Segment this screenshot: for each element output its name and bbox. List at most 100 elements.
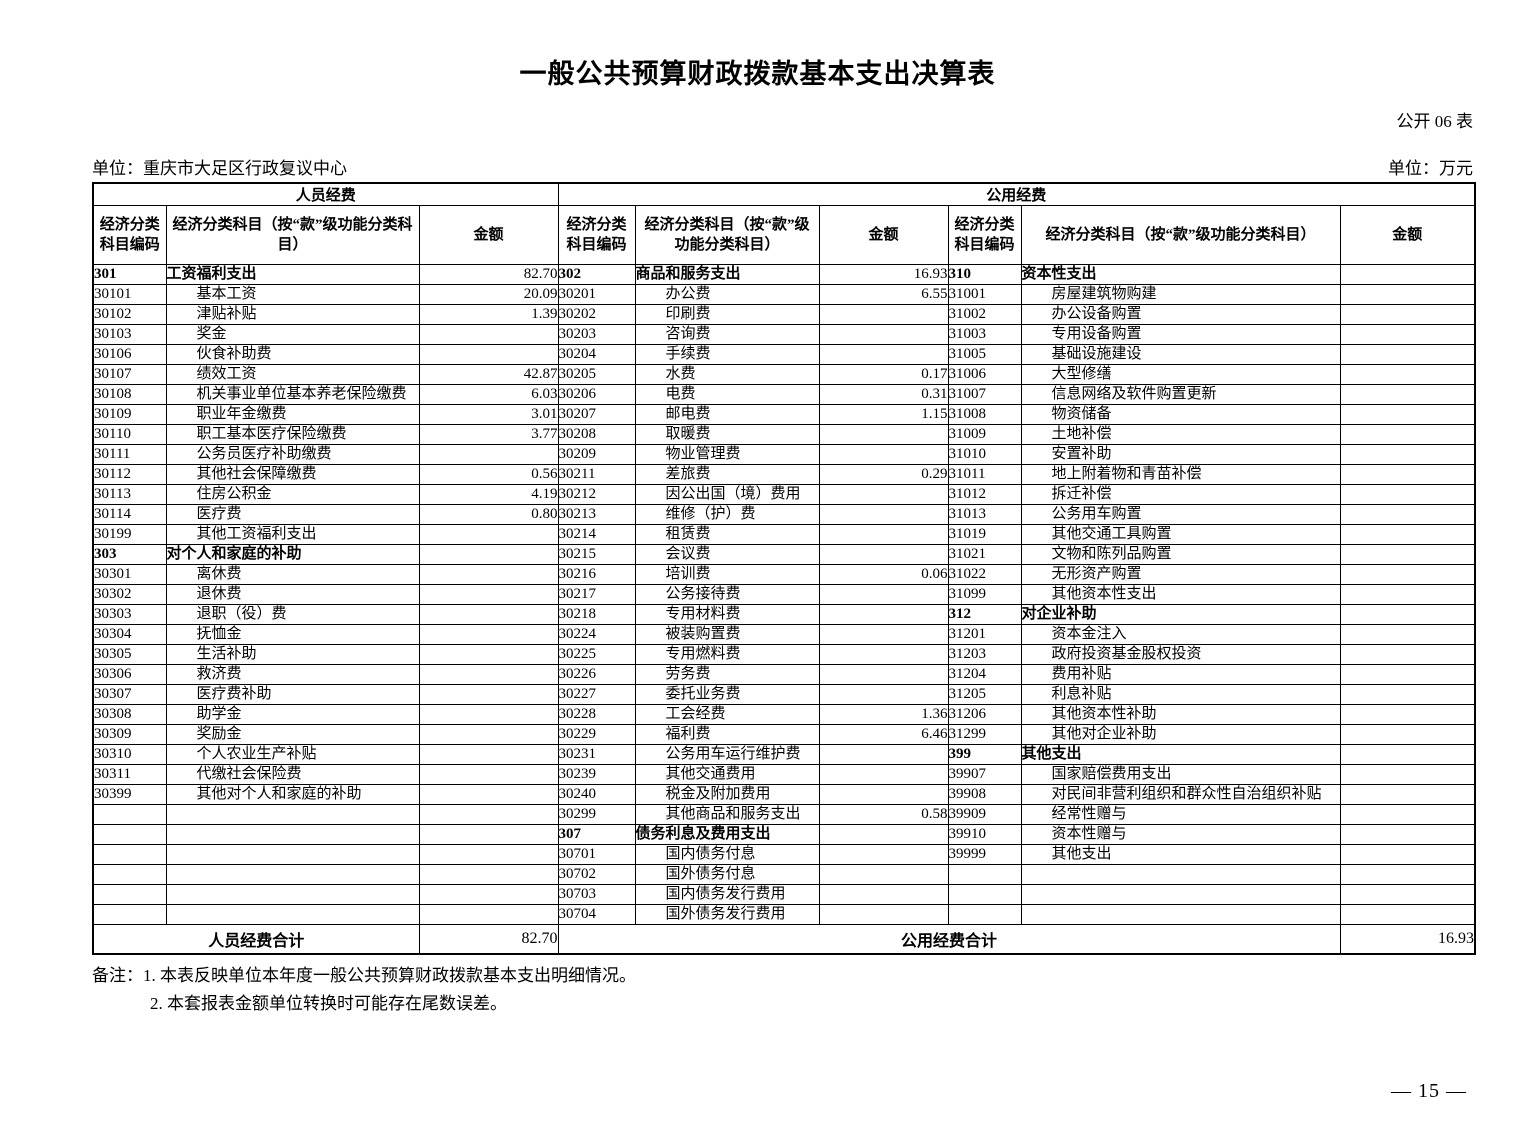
subject-cell: 对个人和家庭的补助 <box>165 544 420 565</box>
table-row: 30113 住房公积金 4.19 30212 因公出国（境）费用 31012 拆迁补偿 <box>92 484 1476 505</box>
code-cell: 30213 <box>557 504 636 525</box>
amount-cell <box>818 744 949 765</box>
table-row: 30306 救济费 30226 劳务费 31204 费用补贴 <box>92 664 1476 685</box>
code-cell: 30701 <box>557 844 636 865</box>
code-cell: 30302 <box>92 584 167 605</box>
code-cell: 31022 <box>947 564 1022 585</box>
code-cell: 30109 <box>92 404 167 425</box>
subject-cell: 其他支出 <box>1020 844 1341 865</box>
subject-cell: 费用补贴 <box>1020 664 1341 685</box>
subject-cell: 物资储备 <box>1020 404 1341 425</box>
amount-cell <box>818 344 949 365</box>
code-cell: 30211 <box>557 464 636 485</box>
amount-cell <box>1339 884 1476 905</box>
subject-cell: 资本性支出 <box>1020 264 1341 285</box>
amount-cell <box>818 524 949 545</box>
subject-cell: 工资福利支出 <box>165 264 420 285</box>
subject-cell: 助学金 <box>165 704 420 725</box>
col-header-code-3: 经济分类科目编码 <box>947 205 1022 265</box>
subject-cell: 办公设备购置 <box>1020 304 1341 325</box>
amount-cell <box>818 544 949 565</box>
subject-cell: 租赁费 <box>634 524 820 545</box>
code-cell: 30208 <box>557 424 636 445</box>
col-header-amount-1: 金额 <box>418 205 559 265</box>
subject-cell <box>1020 904 1341 925</box>
amount-cell: 0.31 <box>818 384 949 405</box>
subject-cell: 文物和陈列品购置 <box>1020 544 1341 565</box>
subject-cell: 商品和服务支出 <box>634 264 820 285</box>
table-row: 30106 伙食补助费 30204 手续费 31005 基础设施建设 <box>92 344 1476 365</box>
code-cell: 30310 <box>92 744 167 765</box>
code-cell: 31012 <box>947 484 1022 505</box>
amount-cell <box>818 844 949 865</box>
note-line-1: 备注：1. 本表反映单位本年度一般公共预算财政拨款基本支出明细情况。 <box>92 966 636 985</box>
amount-cell <box>1339 304 1476 325</box>
subject-cell: 救济费 <box>165 664 420 685</box>
code-cell: 30301 <box>92 564 167 585</box>
subject-cell: 退休费 <box>165 584 420 605</box>
subject-cell: 其他对企业补助 <box>1020 724 1341 745</box>
amount-cell <box>1339 704 1476 725</box>
subject-cell: 基础设施建设 <box>1020 344 1341 365</box>
table-row: 30308 助学金 30228 工会经费 1.36 31206 其他资本性补助 <box>92 704 1476 725</box>
subject-cell: 因公出国（境）费用 <box>634 484 820 505</box>
subject-cell: 印刷费 <box>634 304 820 325</box>
amount-cell <box>1339 764 1476 785</box>
subject-cell: 国外债务发行费用 <box>634 904 820 925</box>
table-row: 30301 离休费 30216 培训费 0.06 31022 无形资产购置 <box>92 564 1476 585</box>
code-cell: 31099 <box>947 584 1022 605</box>
amount-cell <box>418 524 559 545</box>
code-cell: 30224 <box>557 624 636 645</box>
table-row: 303 对个人和家庭的补助 30215 会议费 31021 文物和陈列品购置 <box>92 544 1476 565</box>
amount-cell <box>418 624 559 645</box>
unit-name: 单位：重庆市大足区行政复议中心 <box>92 159 347 178</box>
amount-cell <box>818 764 949 785</box>
amount-cell <box>818 684 949 705</box>
code-cell: 31021 <box>947 544 1022 565</box>
amount-cell <box>1339 344 1476 365</box>
subject-cell: 取暖费 <box>634 424 820 445</box>
table-row: 30102 津贴补贴 1.39 30202 印刷费 31002 办公设备购置 <box>92 304 1476 325</box>
code-cell: 30212 <box>557 484 636 505</box>
amount-cell: 0.17 <box>818 364 949 385</box>
subject-cell: 咨询费 <box>634 324 820 345</box>
amount-cell: 42.87 <box>418 364 559 385</box>
code-cell: 30308 <box>92 704 167 725</box>
code-cell: 39907 <box>947 764 1022 785</box>
subject-cell: 基本工资 <box>165 284 420 305</box>
amount-cell <box>818 424 949 445</box>
table-row: 30305 生活补助 30225 专用燃料费 31203 政府投资基金股权投资 <box>92 644 1476 665</box>
amount-cell <box>418 784 559 805</box>
subject-cell: 个人农业生产补贴 <box>165 744 420 765</box>
amount-cell <box>1339 264 1476 285</box>
code-cell: 31204 <box>947 664 1022 685</box>
amount-cell <box>418 444 559 465</box>
personnel-total-label: 人员经费合计 <box>92 924 420 955</box>
table-row: 307 债务利息及费用支出 39910 资本性赠与 <box>92 824 1476 845</box>
subject-cell: 津贴补贴 <box>165 304 420 325</box>
unit-row: 单位：重庆市大足区行政复议中心 单位：万元 <box>92 154 1473 179</box>
code-cell: 30110 <box>92 424 167 445</box>
expenditure-table: 人员经费 公用经费 经济分类科目编码 经济分类科目（按“款”级功能分类科目） 金… <box>92 182 1477 955</box>
amount-cell <box>1339 824 1476 845</box>
amount-cell <box>1339 804 1476 825</box>
code-cell: 30304 <box>92 624 167 645</box>
code-cell: 30203 <box>557 324 636 345</box>
code-cell: 39909 <box>947 804 1022 825</box>
code-cell: 39910 <box>947 824 1022 845</box>
subject-cell: 税金及附加费用 <box>634 784 820 805</box>
subject-cell: 维修（护）费 <box>634 504 820 525</box>
subject-cell: 对企业补助 <box>1020 604 1341 625</box>
code-cell: 39999 <box>947 844 1022 865</box>
code-cell: 30307 <box>92 684 167 705</box>
code-cell: 31019 <box>947 524 1022 545</box>
code-cell: 30703 <box>557 884 636 905</box>
subject-cell: 专用材料费 <box>634 604 820 625</box>
subject-cell: 办公费 <box>634 284 820 305</box>
subject-cell: 对民间非营利组织和群众性自治组织补贴 <box>1020 784 1341 805</box>
amount-cell: 6.03 <box>418 384 559 405</box>
subject-cell: 手续费 <box>634 344 820 365</box>
amount-cell <box>818 644 949 665</box>
subject-cell: 国内债务发行费用 <box>634 884 820 905</box>
subject-cell: 退职（役）费 <box>165 604 420 625</box>
